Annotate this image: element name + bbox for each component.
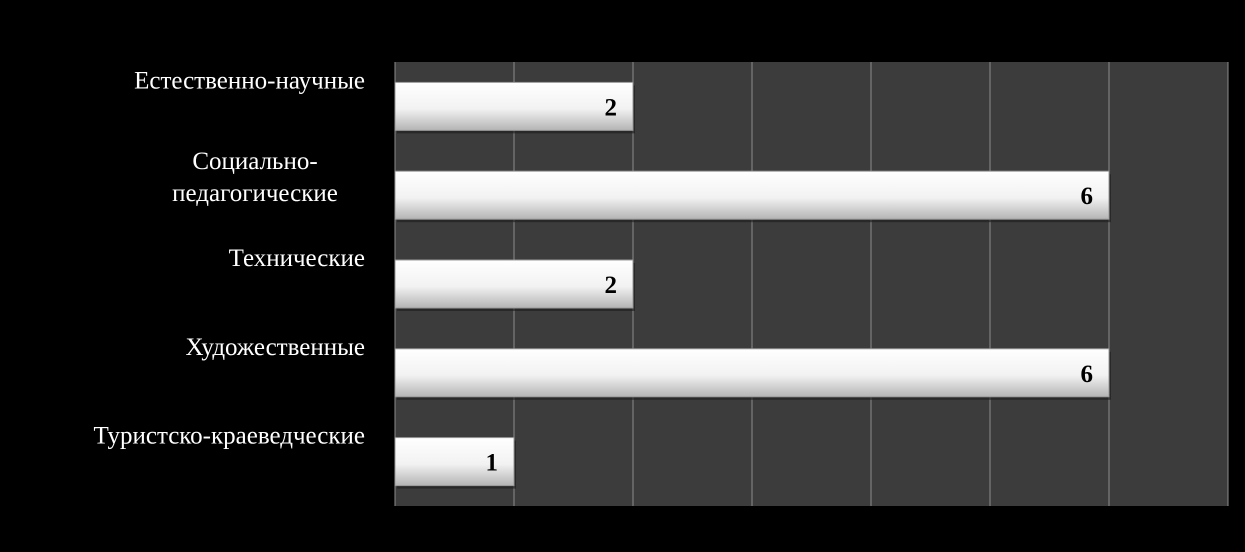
bar <box>394 437 515 487</box>
category-labels: Естественно-научные Социально-педагогичес… <box>93 67 365 449</box>
category-label-line: Технические <box>229 245 365 272</box>
category-label-line: Туристско-краеведческие <box>93 423 365 450</box>
bar <box>394 170 1110 220</box>
category-label: Художественные <box>186 334 365 361</box>
data-labels: 2 6 2 6 1 <box>486 94 1094 476</box>
data-label: 6 <box>1081 183 1094 210</box>
bars <box>394 81 1111 489</box>
data-label: 6 <box>1081 361 1094 388</box>
category-label-line: Художественные <box>186 334 365 361</box>
bar <box>394 348 1110 398</box>
category-label-line: Естественно-научные <box>134 67 365 94</box>
data-label: 1 <box>486 450 499 477</box>
category-label: Туристско-краеведческие <box>93 423 365 450</box>
category-label-line: Социально- <box>192 148 317 175</box>
category-label: Социально-педагогические <box>172 148 338 207</box>
data-label: 2 <box>605 272 618 299</box>
bar <box>394 81 634 131</box>
category-label: Технические <box>229 245 365 272</box>
category-label: Естественно-научные <box>134 67 365 94</box>
data-label: 2 <box>605 94 618 121</box>
category-label-line: педагогические <box>172 180 338 207</box>
bar <box>394 259 634 309</box>
